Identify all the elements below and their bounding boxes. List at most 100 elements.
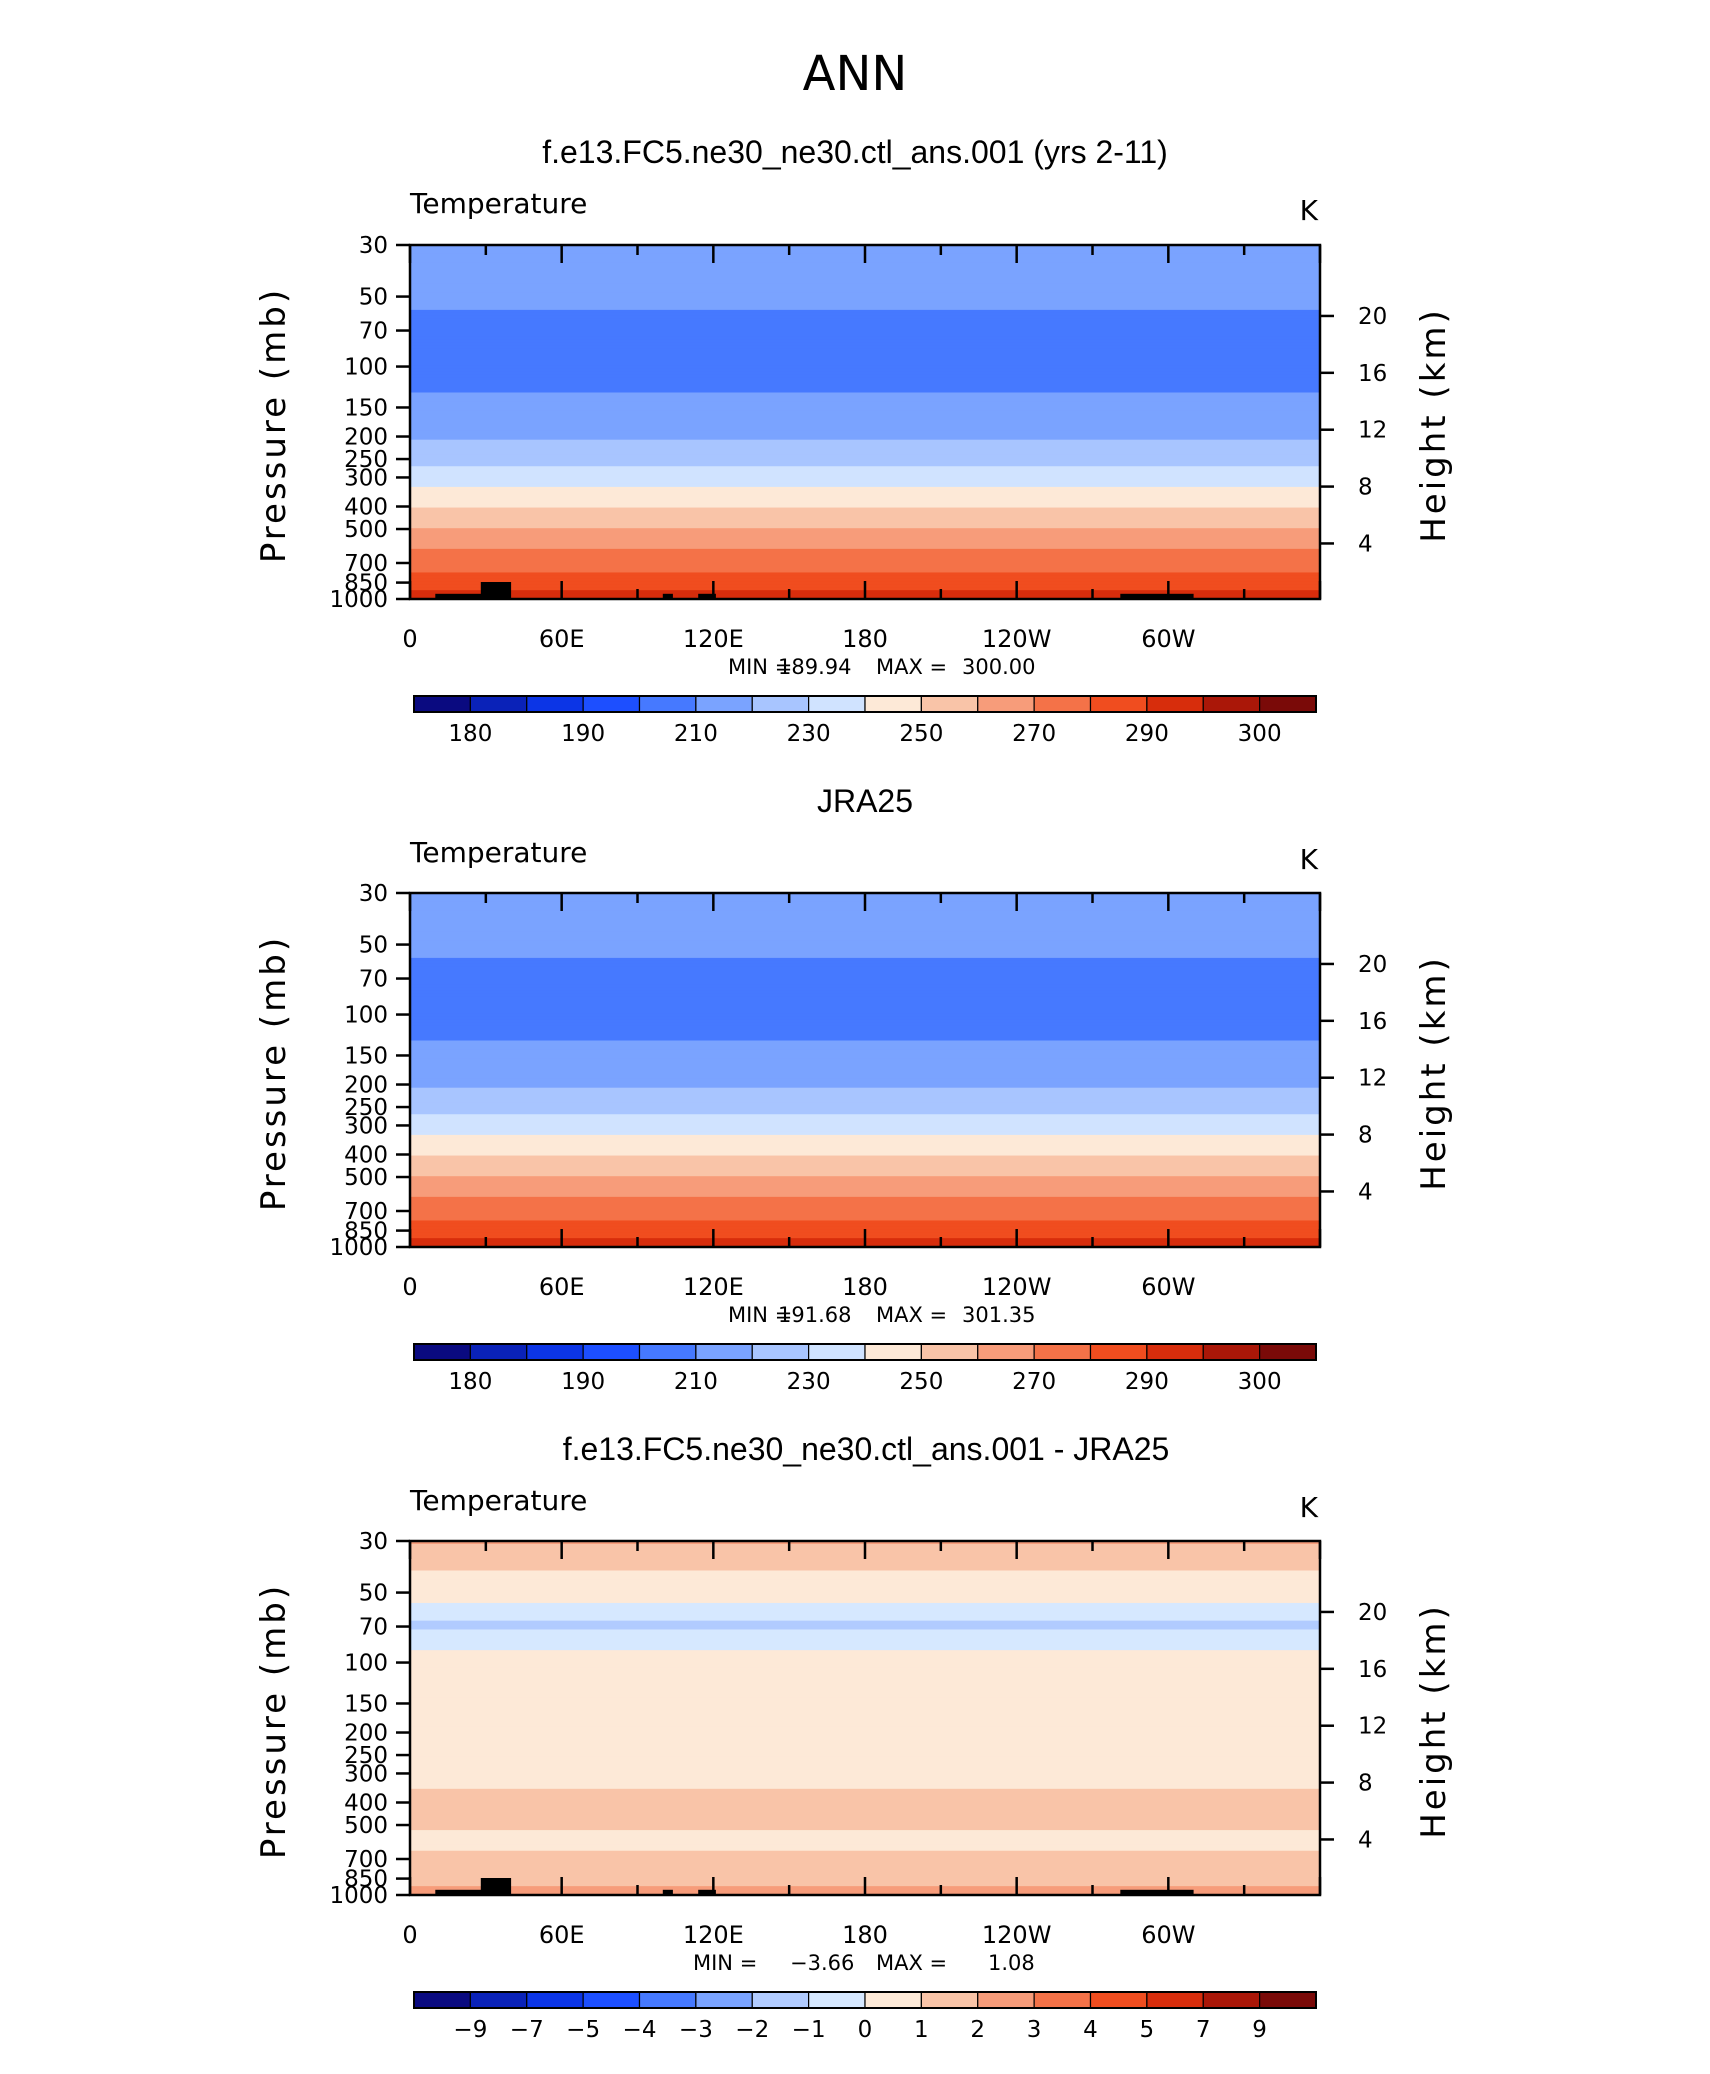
- field-band: [410, 993, 1320, 997]
- colorbar-segment: [469, 1991, 528, 2009]
- field-band: [410, 1114, 1320, 1118]
- field-band: [410, 1788, 1320, 1793]
- field-band: [410, 457, 1320, 461]
- field-band: [410, 377, 1320, 382]
- colorbar-segment: [920, 1991, 979, 2009]
- colorbar-segment: [413, 1343, 471, 1361]
- field-band: [410, 566, 1320, 571]
- colorbar-frame: [413, 1343, 1317, 1361]
- field-band: [410, 1146, 1320, 1151]
- colorbar-label: 7: [1196, 2017, 1211, 2043]
- field-band: [410, 407, 1320, 411]
- colorbar-label: 250: [899, 721, 943, 747]
- x-tick-label: 180: [842, 1921, 888, 1949]
- y-tick-label-right: 12: [1358, 1066, 1387, 1092]
- colorbar-segment: [1089, 1991, 1148, 2009]
- field-band: [410, 1190, 1320, 1195]
- stats-min: −3.66: [790, 1951, 854, 1975]
- stats-min: 191.68: [778, 1303, 851, 1327]
- colorbar-segment: [808, 1991, 866, 2009]
- field-band: [410, 265, 1320, 270]
- field-band: [410, 1723, 1320, 1728]
- field-band: [410, 1008, 1320, 1012]
- colorbar-label: 3: [1027, 2017, 1042, 2043]
- panel-3: f.e13.FC5.ne30_ne30.ctl_ans.001 - JRA25 …: [254, 1431, 1454, 2043]
- field-band: [410, 1005, 1320, 1009]
- field-band: [410, 1102, 1320, 1106]
- y-tick-label: 200: [344, 1073, 388, 1099]
- panel-title: JRA25: [817, 783, 913, 819]
- field-band: [410, 578, 1320, 582]
- field-band: [410, 333, 1320, 338]
- colorbar-segment: [808, 695, 866, 713]
- field-band: [410, 1756, 1320, 1760]
- field-band: [410, 1644, 1320, 1648]
- field-band: [410, 1768, 1320, 1772]
- field-band: [410, 472, 1320, 476]
- field-band: [410, 531, 1320, 535]
- field-band: [410, 424, 1320, 429]
- field-band: [410, 1862, 1320, 1867]
- colorbar-segment: [638, 1991, 697, 2009]
- colorbar-segment: [808, 1343, 866, 1361]
- field-band: [410, 448, 1320, 453]
- y-tick-label: 300: [344, 1761, 388, 1787]
- field-band: [410, 1673, 1320, 1678]
- field-band: [410, 513, 1320, 517]
- field-band: [410, 1214, 1320, 1219]
- field-band: [410, 1818, 1320, 1822]
- colorbar-segment: [469, 695, 528, 713]
- field-band: [410, 1779, 1320, 1784]
- field-band: [410, 1072, 1320, 1077]
- field-band: [410, 1782, 1320, 1787]
- field-band: [410, 286, 1320, 290]
- field-band: [410, 1664, 1320, 1669]
- colorbar-segment: [695, 1343, 753, 1361]
- field-band: [410, 410, 1320, 414]
- field-band: [410, 1040, 1320, 1045]
- field-band: [410, 954, 1320, 959]
- field-band: [410, 368, 1320, 373]
- y-tick-label-right: 4: [1358, 1179, 1373, 1205]
- colorbar-segment: [1146, 695, 1204, 713]
- field-band: [410, 1791, 1320, 1796]
- field-band: [410, 321, 1320, 326]
- colorbar-label: 290: [1125, 721, 1169, 747]
- field-band: [410, 1226, 1320, 1230]
- field-band: [410, 1688, 1320, 1693]
- colorbar-segment: [751, 1991, 810, 2009]
- field-band: [410, 1747, 1320, 1752]
- field-band: [410, 560, 1320, 565]
- field-band: [410, 1049, 1320, 1053]
- field-band: [410, 469, 1320, 473]
- field-band: [410, 1202, 1320, 1207]
- field-band: [410, 1700, 1320, 1704]
- field-band: [410, 327, 1320, 332]
- field-band: [410, 1055, 1320, 1059]
- field-band: [410, 1211, 1320, 1216]
- y-tick-label: 700: [344, 1847, 388, 1873]
- field-band: [410, 1158, 1320, 1163]
- colorbar-segment: [1259, 695, 1317, 713]
- field-band: [410, 1099, 1320, 1104]
- ylabel-right: Height (km): [1414, 955, 1454, 1191]
- field-band: [410, 1617, 1320, 1622]
- field-band: [410, 1025, 1320, 1030]
- y-tick-label: 300: [344, 1113, 388, 1139]
- field-band: [410, 1661, 1320, 1666]
- field-band: [410, 545, 1320, 550]
- colorbar-segment: [695, 1991, 753, 2009]
- field-band: [410, 934, 1320, 938]
- field-band: [410, 1061, 1320, 1065]
- field-band: [410, 1185, 1320, 1189]
- colorbar-segment: [413, 695, 471, 713]
- field-band: [410, 262, 1320, 267]
- field-band: [410, 1084, 1320, 1089]
- field-band: [410, 1143, 1320, 1148]
- colorbar-label: 210: [674, 721, 718, 747]
- field-band: [410, 1223, 1320, 1227]
- y-tick-label: 500: [344, 1813, 388, 1839]
- field-band: [410, 504, 1320, 509]
- field-band: [410, 913, 1320, 918]
- field-band: [410, 1576, 1320, 1580]
